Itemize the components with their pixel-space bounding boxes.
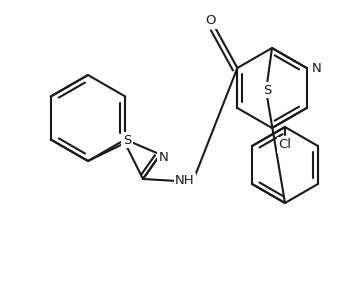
Text: Cl: Cl (279, 138, 291, 152)
Text: S: S (123, 133, 131, 147)
Text: S: S (263, 84, 271, 96)
Text: O: O (205, 15, 216, 27)
Text: N: N (312, 62, 321, 74)
Text: NH: NH (175, 175, 195, 187)
Text: N: N (158, 151, 168, 164)
